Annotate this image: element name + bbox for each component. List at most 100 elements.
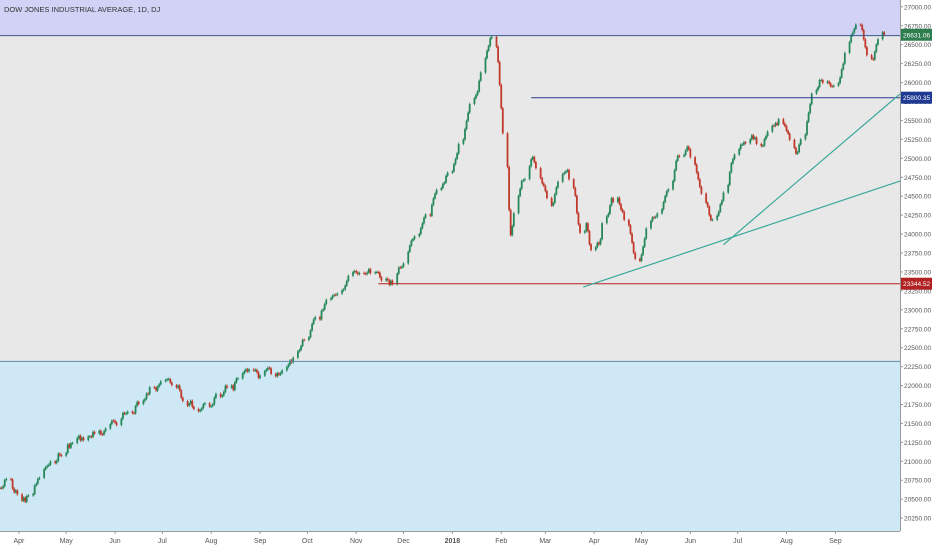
candle-body (192, 406, 195, 410)
candle-body (541, 178, 544, 184)
candle (298, 348, 301, 353)
candle (574, 186, 577, 198)
candle-body (158, 384, 161, 387)
candle (798, 143, 801, 154)
candle-body (722, 192, 725, 201)
candle-body (115, 422, 118, 426)
candle (104, 427, 107, 433)
candle-body (572, 179, 575, 189)
candle-body (92, 431, 94, 437)
candle-body (109, 424, 112, 429)
candle (542, 182, 545, 188)
x-tick-label: Oct (302, 538, 313, 545)
candle (653, 215, 656, 219)
candle (610, 196, 613, 207)
candle-body (531, 156, 534, 160)
candle (661, 207, 663, 215)
candle-body (208, 403, 211, 407)
candle (590, 243, 592, 252)
candle-body (698, 179, 701, 187)
candle-body (839, 77, 842, 84)
candle (728, 170, 731, 187)
candle (664, 194, 667, 204)
candle-body (442, 183, 444, 189)
candle (312, 317, 315, 326)
y-axis: 20250.00 20500.00 20750.00 21000.00 21250.00… (900, 4, 931, 523)
candle (750, 133, 753, 141)
candle-body (246, 369, 249, 372)
candle (47, 463, 50, 468)
candle-body (807, 112, 810, 122)
candle (233, 381, 236, 392)
candle-body (552, 202, 555, 206)
candle-body (453, 164, 455, 172)
candle-body (397, 267, 400, 274)
candle-body (787, 130, 789, 134)
candle-body (533, 156, 536, 163)
candle (169, 377, 172, 384)
x-tick-label: Jun (685, 538, 696, 545)
candle-body (58, 453, 61, 456)
y-tick-label: 22000.00 (904, 383, 931, 390)
candle-body (607, 213, 610, 217)
candle (156, 385, 159, 392)
x-tick-label: Jul (158, 538, 167, 545)
price-label: 25800.35 (901, 91, 932, 104)
candle-body (292, 357, 295, 363)
candle (11, 478, 14, 490)
candle (818, 78, 821, 89)
candle (555, 186, 558, 196)
candle (274, 372, 277, 378)
candle-body (180, 390, 183, 398)
candle-body (716, 215, 719, 220)
candle (369, 267, 372, 275)
zone-0 (0, 0, 900, 36)
candle-body (853, 28, 856, 33)
candle (14, 489, 17, 494)
candle-body (342, 289, 345, 291)
candle (553, 192, 556, 205)
candle (829, 81, 832, 88)
candle (587, 221, 589, 233)
candle (308, 335, 310, 342)
candle-body (612, 198, 615, 202)
candle (434, 192, 436, 200)
candle-body (388, 280, 391, 285)
candle-body (766, 131, 769, 137)
candle (523, 177, 526, 182)
candle (2, 484, 5, 490)
candle (221, 394, 224, 399)
candle-body (178, 385, 181, 391)
candle (550, 196, 553, 208)
candle (705, 192, 708, 205)
candle (208, 401, 211, 408)
candle-body (495, 36, 498, 47)
candle (508, 165, 511, 212)
candle-body (687, 146, 690, 150)
candle (200, 406, 203, 412)
candle-body (843, 52, 846, 64)
candle-body (323, 303, 326, 310)
candle (583, 229, 586, 235)
candle-body (528, 166, 531, 180)
candle-body (620, 204, 622, 210)
candle-body (243, 371, 246, 374)
candle-body (68, 444, 71, 448)
candle (572, 177, 575, 190)
candle-body (873, 51, 876, 60)
candle (673, 168, 676, 183)
candle-body (462, 139, 465, 144)
candle-body (333, 294, 336, 296)
candle (435, 188, 438, 196)
candle (391, 279, 394, 286)
candle-body (618, 197, 621, 205)
candle-body (181, 397, 184, 402)
candle (443, 181, 446, 186)
candle-body (369, 269, 372, 274)
candle (479, 71, 482, 83)
candle-body (564, 171, 567, 173)
candle-body (568, 169, 570, 180)
candle-body (457, 143, 460, 154)
candle-body (88, 436, 91, 438)
